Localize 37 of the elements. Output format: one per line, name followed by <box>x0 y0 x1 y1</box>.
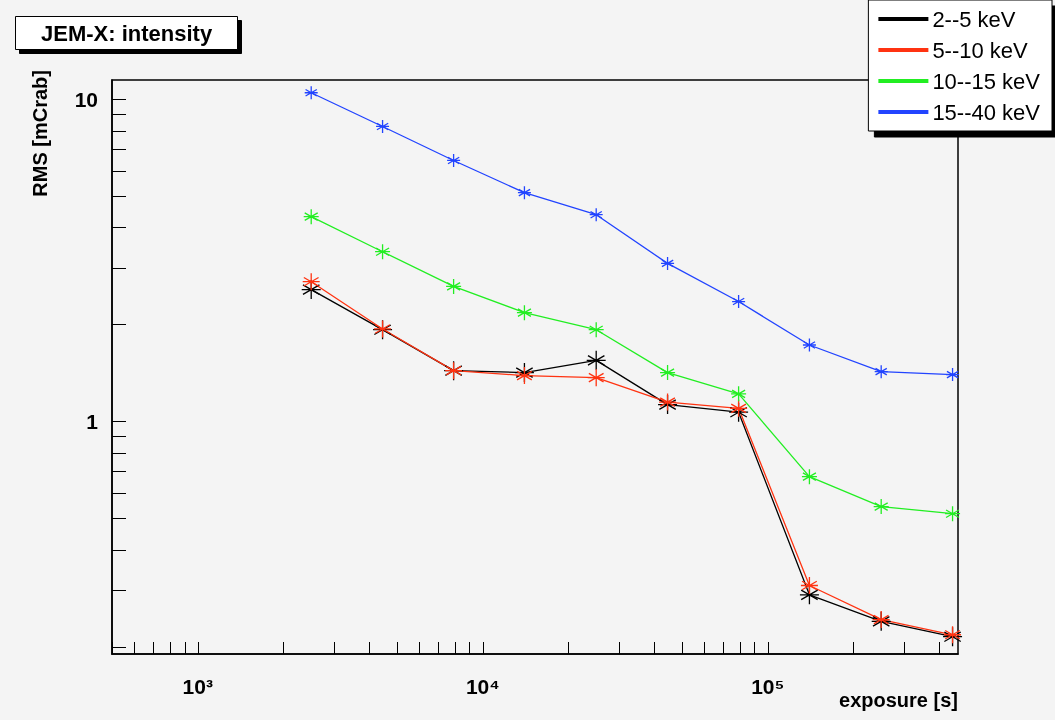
chart-title: JEM-X: intensity <box>41 20 213 46</box>
point <box>374 243 391 260</box>
point <box>587 368 606 387</box>
legend-label: 2--5 keV <box>932 6 1016 32</box>
x-tick-label: 10⁵ <box>751 675 785 698</box>
y-tick-label: 1 <box>86 410 99 434</box>
point <box>945 367 960 382</box>
point <box>801 468 818 485</box>
point <box>304 85 319 100</box>
point <box>873 498 890 515</box>
point <box>445 278 462 295</box>
point <box>516 304 533 321</box>
x-tick-label: 10³ <box>182 675 213 698</box>
point <box>659 364 676 381</box>
legend-label: 10--15 keV <box>932 68 1041 94</box>
point <box>729 399 748 418</box>
point <box>874 364 889 379</box>
y-axis-title: RMS [mCrab] <box>29 70 51 197</box>
point <box>588 321 605 338</box>
point <box>517 185 532 200</box>
point <box>589 207 604 222</box>
point <box>730 385 747 402</box>
x-axis-title: exposure [s] <box>839 689 958 711</box>
point <box>660 256 675 271</box>
point <box>446 153 461 168</box>
point <box>375 119 390 134</box>
legend-label: 5--10 keV <box>932 37 1029 63</box>
point <box>800 576 819 595</box>
legend-label: 15--40 keV <box>932 99 1041 125</box>
point <box>586 350 607 371</box>
point <box>944 505 961 522</box>
point <box>302 272 321 291</box>
x-tick-label: 10⁴ <box>465 675 500 698</box>
point <box>802 337 817 353</box>
point <box>731 294 746 309</box>
point <box>303 208 320 225</box>
y-tick-label: 10 <box>74 88 98 112</box>
